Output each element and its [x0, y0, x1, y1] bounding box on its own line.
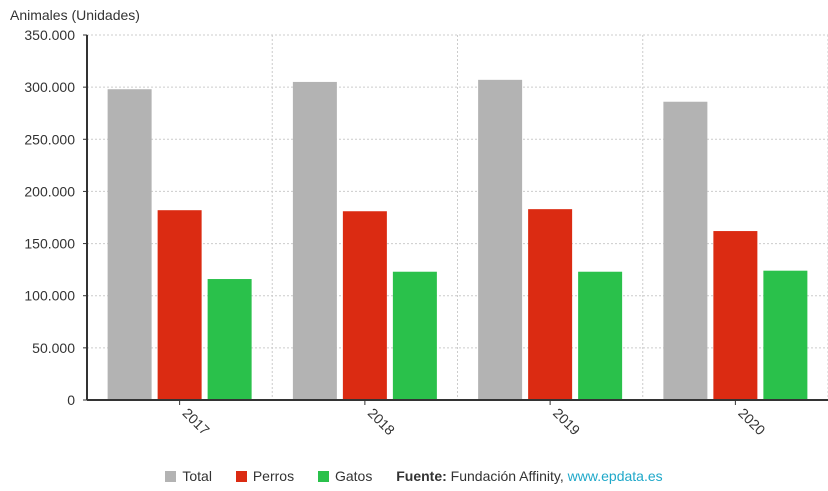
bar-total-2020[interactable] [663, 101, 708, 400]
y-tick-label: 50.000 [32, 340, 75, 356]
x-tick-label: 2020 [735, 405, 768, 438]
bar-perros-2018[interactable] [342, 211, 387, 400]
legend-item-total[interactable]: Total [165, 468, 212, 484]
bar-gatos-2018[interactable] [392, 271, 437, 400]
bar-perros-2019[interactable] [528, 209, 573, 400]
bar-perros-2017[interactable] [157, 210, 202, 400]
legend-label-gatos: Gatos [334, 468, 373, 484]
bar-gatos-2017[interactable] [207, 279, 252, 400]
legend-label-perros: Perros [252, 468, 295, 484]
source-label: Fuente: [396, 468, 447, 484]
bar-gatos-2019[interactable] [578, 271, 623, 400]
bar-total-2017[interactable] [107, 89, 152, 400]
legend-item-perros[interactable]: Perros [235, 468, 295, 484]
legend-swatch-perros [235, 471, 247, 482]
x-tick-label: 2017 [180, 405, 213, 438]
y-tick-label: 0 [67, 392, 75, 408]
y-tick-label: 200.000 [24, 183, 75, 199]
legend-item-gatos[interactable]: Gatos [317, 468, 373, 484]
y-tick-label: 150.000 [24, 236, 75, 252]
bars-group [107, 79, 808, 400]
y-tick-label: 250.000 [24, 131, 75, 147]
x-tick-label: 2018 [365, 405, 398, 438]
y-tick-label: 300.000 [24, 79, 75, 95]
y-tick-label: 100.000 [24, 288, 75, 304]
bar-perros-2020[interactable] [713, 231, 758, 400]
source-text: Fundación Affinity, [450, 468, 564, 484]
legend-swatch-gatos [317, 471, 329, 482]
legend-label-total: Total [182, 468, 212, 484]
legend-swatch-total [165, 471, 177, 482]
y-tick-label: 350.000 [24, 27, 75, 43]
bar-gatos-2020[interactable] [763, 270, 808, 400]
y-axis-title: Animales (Unidades) [10, 7, 140, 23]
source-note: Fuente: Fundación Affinity, www.epdata.e… [396, 468, 662, 484]
legend: Total Perros Gatos Fuente: Fundación Aff… [0, 468, 828, 484]
y-tick-labels: 0 50.000 100.000 150.000 200.000 250.000 300.0… [24, 27, 87, 408]
bar-total-2019[interactable] [478, 79, 523, 400]
axes [86, 35, 828, 401]
x-tick-labels: 2017 2018 2019 2020 [179, 400, 769, 438]
bar-total-2018[interactable] [292, 81, 337, 400]
source-link[interactable]: www.epdata.es [567, 468, 663, 484]
x-tick-label: 2019 [550, 405, 583, 438]
